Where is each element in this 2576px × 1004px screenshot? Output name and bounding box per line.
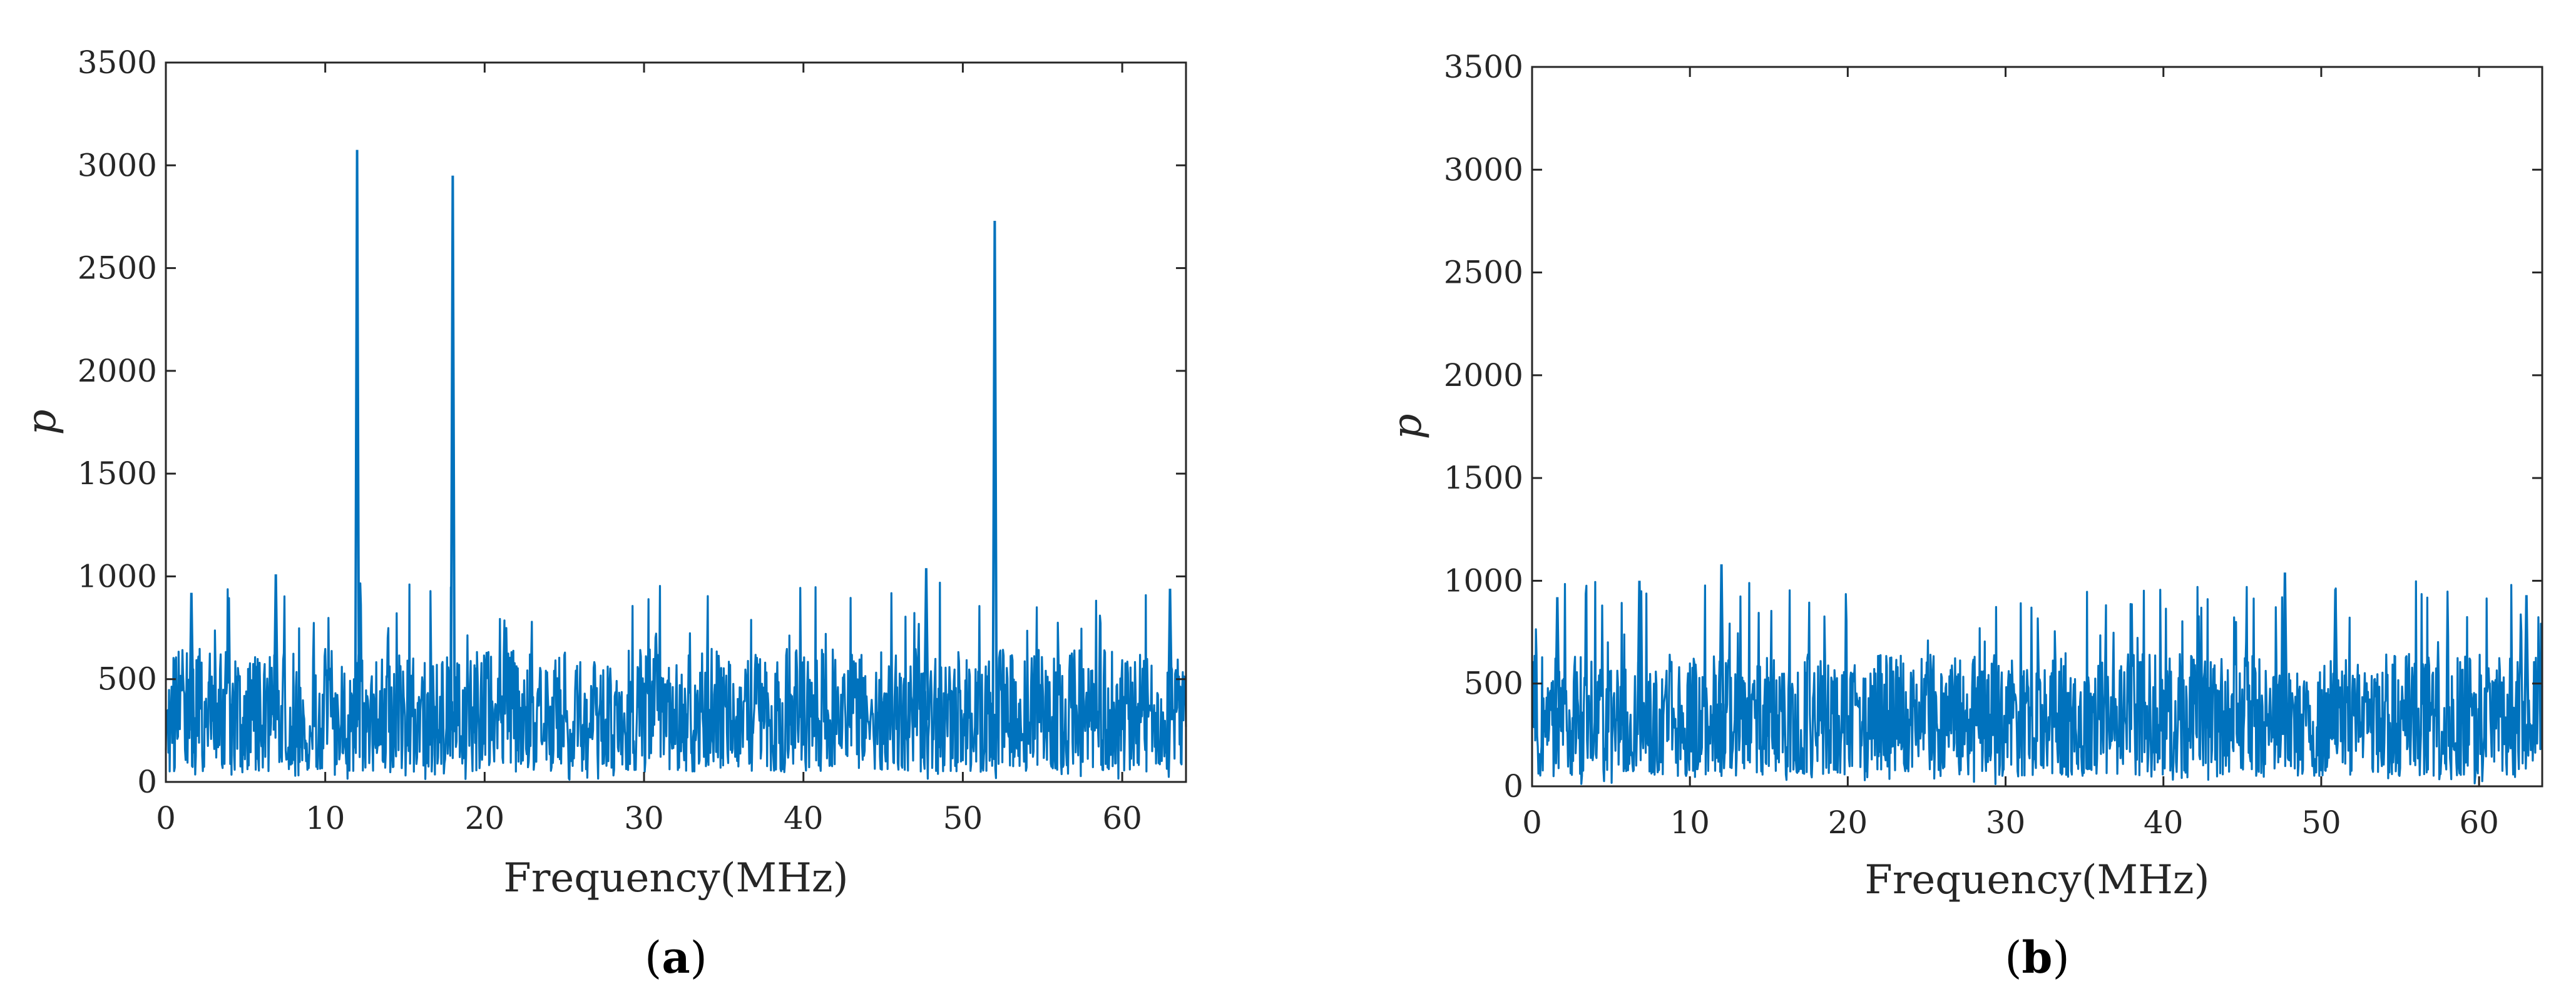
peak-spike	[2281, 572, 2288, 735]
x-tick-label: 40	[784, 800, 824, 836]
ticks-a: 0 10 20 30 40 50 60 0 500 1000 1500 2000 2500 3000 350…	[78, 44, 1186, 836]
peak-spikes-b	[1554, 564, 2530, 735]
x-tick-label: 20	[465, 800, 505, 836]
y-tick-label: 1500	[78, 455, 157, 492]
panel-letter-a: a	[662, 931, 690, 983]
y-tick-label: 500	[1464, 666, 1523, 702]
peak-spike	[1636, 581, 1643, 735]
series-line-b	[1531, 580, 2543, 785]
plot-frame-b	[1531, 66, 2543, 788]
chart-panel-b: 0 10 20 30 40 50 60 0 500 1000 1500 2000 2500 3000 350…	[1384, 49, 2543, 983]
plot-frame-a	[165, 61, 1187, 783]
y-tick-label: 3000	[78, 147, 157, 183]
y-axis-label-b: p	[1384, 414, 1431, 440]
x-tick-label: 60	[1102, 800, 1142, 836]
x-tick-label: 10	[305, 800, 345, 836]
y-tick-label: 2500	[1444, 255, 1523, 291]
y-tick-label: 500	[98, 661, 157, 697]
y-tick-label: 0	[137, 764, 157, 800]
series-line-a	[165, 581, 1187, 781]
x-tick-label: 20	[1828, 804, 1868, 841]
peak-spikes-a	[188, 150, 1173, 731]
y-tick-label: 3000	[1444, 151, 1523, 188]
y-tick-label: 1500	[1444, 460, 1523, 496]
x-tick-label: 60	[2459, 804, 2499, 841]
y-tick-label: 1000	[1444, 562, 1523, 599]
y-tick-label: 3500	[78, 44, 157, 81]
peak-spike	[2332, 589, 2339, 735]
peak-spike	[1718, 564, 1725, 735]
y-tick-label: 2000	[1444, 357, 1523, 393]
panel-label-a: (a)	[645, 931, 707, 983]
x-tick-label: 50	[943, 800, 983, 836]
panel-letter-b: b	[2022, 931, 2053, 983]
panel-label-b: (b)	[2005, 931, 2070, 983]
y-tick-label: 2500	[78, 250, 157, 286]
x-tick-label: 40	[2144, 804, 2184, 841]
peak-spike	[449, 175, 456, 731]
x-axis-label-b: Frequency(MHz)	[1864, 857, 2209, 903]
peak-spike	[272, 574, 279, 731]
x-tick-label: 30	[1986, 804, 2026, 841]
y-tick-label: 3500	[1444, 49, 1523, 85]
peak-spike	[991, 220, 998, 731]
x-axis-label-a: Frequency(MHz)	[503, 855, 848, 901]
peak-spike	[1554, 597, 1561, 735]
y-tick-label: 2000	[78, 353, 157, 389]
peak-spike	[2523, 595, 2530, 735]
peak-spike	[1167, 589, 1173, 731]
x-tick-label: 0	[1522, 804, 1542, 841]
peak-spike	[354, 150, 360, 731]
chart-panel-a: 0 10 20 30 40 50 60 0 500 1000 1500 2000 2500 3000 350…	[19, 44, 1187, 983]
x-tick-label: 10	[1670, 804, 1710, 841]
y-tick-label: 1000	[78, 558, 157, 594]
peak-spike	[923, 568, 929, 731]
x-tick-label: 0	[156, 800, 176, 836]
y-axis-label-a: p	[19, 410, 65, 435]
ticks-b: 0 10 20 30 40 50 60 0 500 1000 1500 2000 2500 3000 350…	[1444, 49, 2542, 841]
peak-spike	[188, 592, 195, 731]
y-tick-label: 0	[1503, 768, 1523, 804]
x-tick-label: 30	[624, 800, 664, 836]
x-tick-label: 50	[2301, 804, 2341, 841]
